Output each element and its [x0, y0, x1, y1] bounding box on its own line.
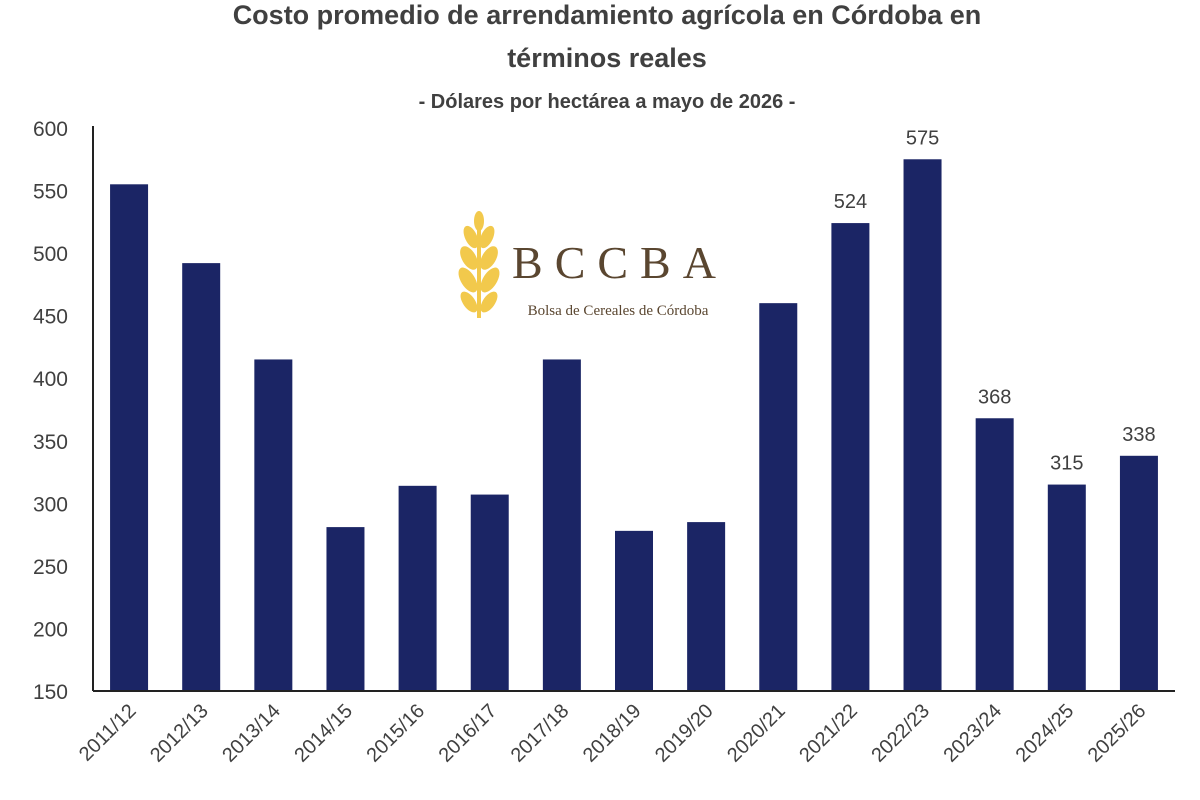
x-tick-label: 2020/21	[723, 700, 790, 767]
y-tick-label: 350	[33, 431, 68, 454]
x-axis: 2011/12 2012/13 2013/14 2014/15 2015/16 2016/…	[75, 690, 1175, 767]
bar	[326, 527, 365, 691]
y-tick-label: 150	[33, 681, 68, 704]
x-tick-label: 2017/18	[507, 700, 574, 767]
x-tick-label: 2021/22	[795, 700, 862, 767]
y-tick-label: 500	[33, 243, 68, 266]
y-tick-label: 600	[33, 118, 68, 141]
logo-subtitle: Bolsa de Cereales de Córdoba	[528, 303, 709, 319]
bar	[615, 530, 653, 691]
x-tick-label: 2011/12	[75, 700, 141, 766]
y-tick-label: 300	[33, 493, 68, 516]
x-tick-label: 2019/20	[651, 700, 718, 767]
bar	[1047, 484, 1086, 691]
bar	[1119, 455, 1158, 691]
y-axis: 150 200 250 300 350 400 450 500 550 600	[33, 118, 94, 704]
bar	[759, 303, 798, 691]
bar	[254, 359, 293, 691]
bar-series	[110, 159, 1158, 692]
x-tick-label: 2016/17	[435, 700, 502, 767]
data-label: 338	[1122, 424, 1155, 446]
x-tick-label: 2025/26	[1084, 700, 1151, 767]
y-tick-label: 400	[33, 368, 68, 391]
bar	[687, 522, 726, 691]
y-tick-label: 250	[33, 556, 68, 579]
data-labels: 524 575 368 315 338	[834, 127, 1156, 474]
x-tick-label: 2022/23	[867, 700, 934, 767]
bar	[903, 159, 942, 691]
chart-title-line1: Costo promedio de arrendamiento agrícola…	[233, 0, 982, 30]
x-tick-label: 2012/13	[146, 700, 213, 767]
bar	[542, 359, 581, 691]
chart-subtitle: - Dólares por hectárea a mayo de 2026 -	[419, 91, 796, 113]
bar	[182, 263, 221, 691]
y-tick-label: 450	[33, 306, 68, 329]
x-tick-label: 2013/14	[218, 700, 285, 767]
x-tick-label: 2024/25	[1012, 700, 1079, 767]
wheat-icon	[458, 211, 500, 318]
bar	[110, 184, 149, 692]
data-label: 575	[906, 127, 939, 149]
data-label: 368	[978, 386, 1011, 408]
bar	[831, 223, 870, 691]
x-tick-label: 2015/16	[362, 700, 429, 767]
data-label: 524	[834, 191, 867, 213]
bar	[470, 494, 509, 691]
bar	[975, 418, 1014, 691]
y-tick-label: 200	[33, 618, 68, 641]
bar	[398, 485, 437, 691]
x-tick-label: 2023/24	[940, 700, 1007, 767]
x-tick-label: 2018/19	[579, 700, 646, 767]
bccba-logo: BCCBA Bolsa de Cereales de Córdoba	[458, 211, 728, 319]
chart-title-line2: términos reales	[507, 43, 707, 73]
y-tick-label: 550	[33, 181, 68, 204]
logo-name: BCCBA	[512, 237, 728, 288]
data-label: 315	[1050, 453, 1083, 475]
x-tick-label: 2014/15	[290, 700, 357, 767]
